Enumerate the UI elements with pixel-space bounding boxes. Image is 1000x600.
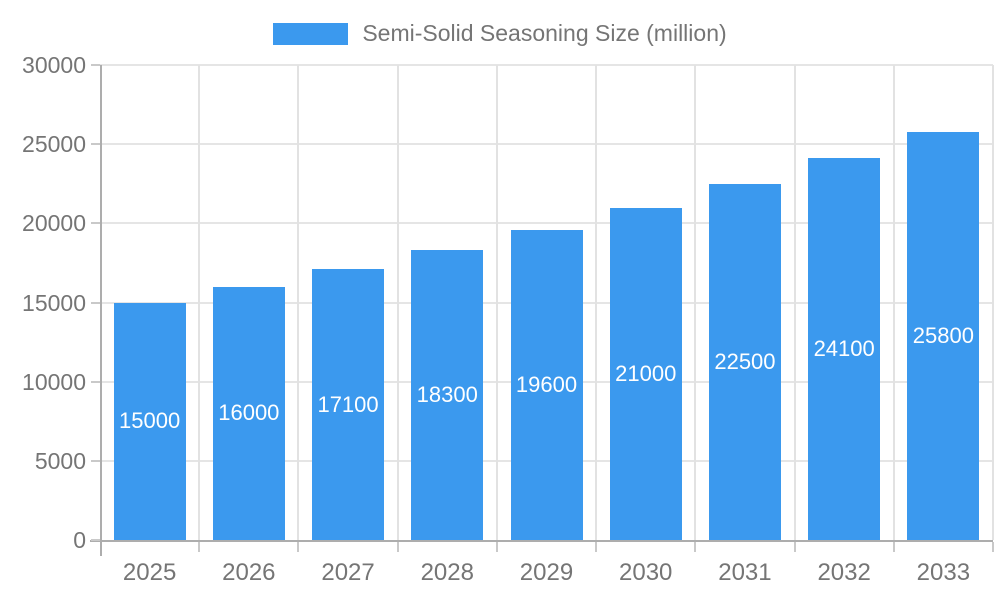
y-axis-tick (91, 380, 100, 383)
chart-legend: Semi-Solid Seasoning Size (million) (0, 20, 1000, 47)
x-gridline (992, 65, 994, 540)
bar-2029 (510, 229, 583, 540)
bar-2025 (113, 302, 186, 540)
x-axis-tick (396, 542, 399, 552)
y-axis-label: 5000 (34, 447, 86, 474)
x-gridline (495, 65, 498, 540)
y-axis-tick (91, 143, 100, 146)
y-axis-label: 10000 (22, 368, 86, 395)
x-axis-tick (892, 542, 895, 552)
y-axis-label: 20000 (22, 210, 86, 237)
bar-2026 (212, 286, 285, 540)
x-axis-tick (992, 542, 994, 552)
y-gridline (100, 143, 993, 146)
y-axis-tick (91, 222, 100, 225)
x-gridline (198, 65, 201, 540)
bar-2030 (609, 207, 682, 540)
y-axis-tick (91, 539, 100, 541)
plot-area: 15000 16000 17100 18300 19600 21000 22500 24100… (100, 64, 994, 540)
x-gridline (694, 65, 697, 540)
x-axis-line (90, 540, 993, 542)
y-axis-label: 30000 (22, 52, 86, 78)
x-axis-label: 2025 (122, 559, 177, 586)
x-axis-label: 2026 (222, 559, 276, 586)
bar-2033 (907, 131, 980, 540)
x-axis-tick (694, 542, 697, 552)
y-axis-tick (91, 64, 100, 66)
legend-label: Semi-Solid Seasoning Size (million) (362, 20, 727, 46)
y-axis-tick (91, 301, 100, 304)
x-gridline (793, 65, 796, 540)
x-axis-label: 2032 (817, 559, 871, 586)
x-axis-label: 2031 (718, 559, 772, 586)
bar-value-label: 25800 (912, 322, 974, 348)
y-axis-line (100, 65, 102, 556)
x-gridline (892, 65, 895, 540)
x-axis-tick (793, 542, 796, 552)
y-axis-label: 0 (73, 527, 86, 553)
bar-2032 (808, 158, 881, 540)
x-axis-tick (595, 542, 598, 552)
bar-value-label: 21000 (615, 360, 677, 386)
x-gridline (595, 65, 598, 540)
bar-2031 (708, 183, 781, 540)
x-axis-label: 2030 (619, 559, 673, 586)
x-axis-label: 2033 (916, 559, 971, 586)
x-axis-label: 2029 (519, 559, 574, 586)
bar-value-label: 18300 (416, 382, 478, 408)
y-gridline (100, 222, 993, 225)
bar-value-label: 19600 (515, 371, 578, 397)
bar-2027 (312, 269, 385, 540)
y-gridline (100, 64, 993, 66)
x-axis-tick (198, 542, 201, 552)
x-axis-label: 2027 (321, 559, 375, 586)
x-axis-tick (297, 542, 300, 552)
x-axis-label: 2028 (420, 559, 474, 586)
bar-value-label: 22500 (714, 348, 776, 374)
y-axis-tick (91, 459, 100, 462)
bar-value-label: 17100 (317, 391, 379, 417)
legend-color-swatch (273, 22, 349, 45)
x-axis-tick (495, 542, 498, 552)
bar-2028 (411, 250, 484, 540)
x-gridline (297, 65, 300, 540)
y-axis-label: 25000 (22, 131, 86, 158)
x-gridline (396, 65, 399, 540)
bar-value-label: 16000 (218, 400, 280, 426)
bar-value-label: 15000 (119, 408, 181, 434)
y-axis-label: 15000 (22, 289, 86, 316)
bar-value-label: 24100 (813, 336, 875, 362)
